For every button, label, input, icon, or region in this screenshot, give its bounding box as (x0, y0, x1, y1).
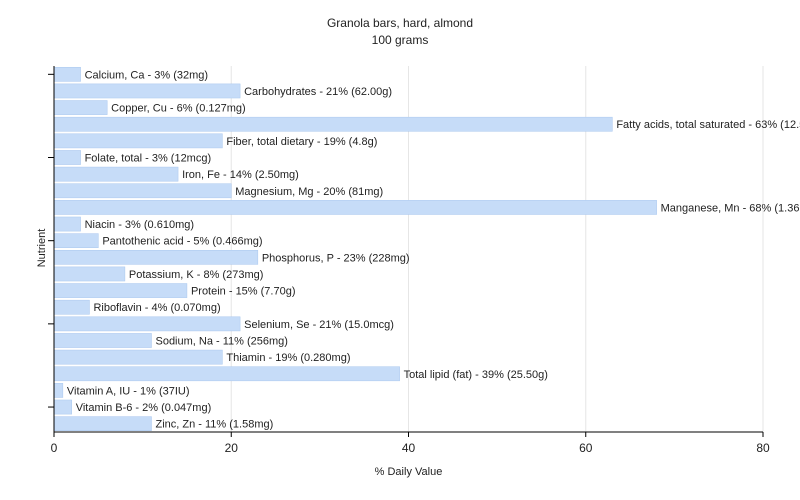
bar-label: Copper, Cu - 6% (0.127mg) (111, 103, 246, 115)
bar (53, 366, 400, 382)
bar (53, 399, 72, 415)
x-tick-label: 40 (402, 441, 416, 455)
axes: 0 20 40 60 80 (48, 66, 770, 455)
bar (53, 183, 232, 199)
bar-label: Carbohydrates - 21% (62.00g) (244, 86, 392, 98)
bar (53, 333, 152, 348)
bar (53, 150, 81, 165)
bar-label: Fatty acids, total saturated - 63% (12.5… (616, 119, 800, 131)
bar-label: Calcium, Ca - 3% (32mg) (85, 69, 208, 81)
bar (53, 66, 81, 82)
bar (53, 249, 259, 265)
bar-label: Iron, Fe - 14% (2.50mg) (182, 169, 299, 181)
bar-label: Pantothenic acid - 5% (0.466mg) (102, 236, 262, 248)
bar-label: Manganese, Mn - 68% (1.365mg) (661, 202, 800, 214)
bar-label: Protein - 15% (7.70g) (191, 286, 296, 298)
bars: Calcium, Ca - 3% (32mg) Carbohydrates - 2… (53, 66, 800, 432)
bar-label: Magnesium, Mg - 20% (81mg) (235, 186, 383, 198)
bar-label: Sodium, Na - 11% (256mg) (155, 336, 287, 348)
bar (53, 233, 99, 249)
bar-label: Fiber, total dietary - 19% (4.8g) (226, 136, 377, 148)
bar-label: Zinc, Zn - 11% (1.58mg) (155, 419, 273, 431)
bar-label: Vitamin A, IU - 1% (37IU) (67, 385, 190, 397)
bar (53, 266, 126, 282)
chart-subtitle: 100 grams (371, 33, 429, 47)
bar-label: Total lipid (fat) - 39% (25.50g) (404, 369, 548, 381)
bar-label: Phosphorus, P - 23% (228mg) (262, 252, 410, 264)
x-axis-label: % Daily Value (374, 466, 443, 478)
bar (53, 383, 64, 398)
bar (53, 83, 241, 99)
x-tick-label: 20 (225, 441, 239, 455)
bar (53, 133, 223, 149)
bar (53, 299, 90, 315)
bar-label: Selenium, Se - 21% (15.0mcg) (244, 319, 394, 331)
bar (53, 316, 241, 332)
bar (53, 116, 613, 132)
bar (53, 216, 81, 232)
x-tick-label: 60 (579, 441, 593, 455)
bar-label: Vitamin B-6 - 2% (0.047mg) (76, 402, 212, 414)
x-tick-label: 0 (51, 441, 58, 455)
bar-label: Niacin - 3% (0.610mg) (85, 219, 194, 231)
x-tick-label: 80 (756, 441, 770, 455)
bar (53, 166, 179, 182)
bar (53, 100, 108, 115)
chart-title: Granola bars, hard, almond (326, 16, 474, 30)
bar (53, 283, 188, 298)
bar-label: Thiamin - 19% (0.280mg) (226, 352, 350, 364)
bar (53, 349, 223, 365)
bar-label: Folate, total - 3% (12mcg) (85, 153, 212, 165)
bar-label: Potassium, K - 8% (273mg) (129, 269, 264, 281)
bar (53, 200, 657, 215)
bar (53, 416, 152, 432)
bar-label: Riboflavin - 4% (0.070mg) (93, 302, 220, 314)
y-axis-label: Nutrient (36, 228, 48, 268)
